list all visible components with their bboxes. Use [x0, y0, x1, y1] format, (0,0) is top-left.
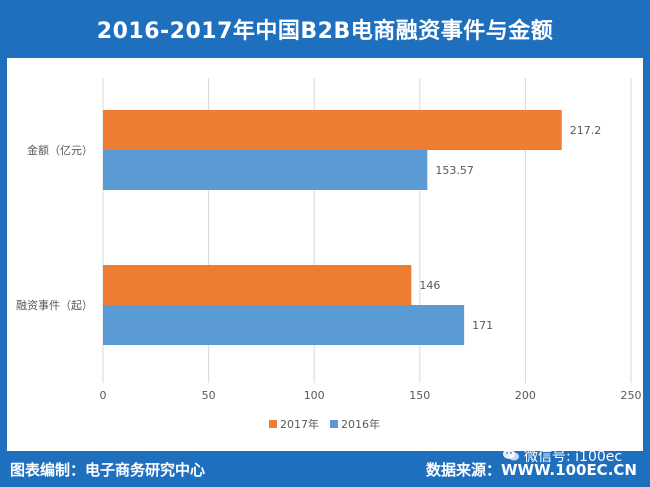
bar-data-label: 153.57 — [435, 164, 474, 177]
legend-label: 2016年 — [341, 417, 380, 431]
wechat-icon — [503, 449, 519, 461]
footer-bar: 图表编制：电子商务研究中心 数据来源：WWW.100EC.CN — [0, 451, 650, 487]
chart-title: 2016-2017年中国B2B电商融资事件与金额 — [96, 19, 554, 44]
category-label: 金额（亿元） — [27, 143, 93, 157]
chart-title-bar: 2016-2017年中国B2B电商融资事件与金额 — [0, 0, 650, 58]
legend-swatch — [269, 420, 277, 428]
bar — [103, 150, 428, 190]
legend-swatch — [330, 420, 338, 428]
plot-panel: 0 50 100 150 200 250 金额（亿元） 217.2 153.57 融资事件（起） 1… — [7, 58, 643, 451]
compiled-by-text: 图表编制：电子商务研究中心 — [10, 461, 206, 479]
data-source-label: 数据来源： — [426, 461, 502, 479]
legend-label: 2017年 — [280, 417, 319, 431]
watermark: 微信号: i100ec — [500, 444, 645, 484]
x-tick-label: 250 — [621, 389, 642, 402]
x-tick-label: 100 — [304, 389, 325, 402]
category-label: 融资事件（起） — [16, 299, 93, 312]
x-tick-label: 50 — [202, 389, 216, 402]
data-source: 数据来源：WWW.100EC.CN — [426, 459, 637, 480]
bar — [103, 110, 562, 150]
bar — [103, 305, 465, 345]
bar-chart: 0 50 100 150 200 250 金额（亿元） 217.2 153.57 融资事件（起） 1… — [16, 78, 642, 431]
x-tick-label: 0 — [100, 389, 107, 402]
bar — [103, 265, 412, 305]
data-source-url: WWW.100EC.CN — [501, 461, 637, 479]
x-tick-label: 150 — [409, 389, 430, 402]
bar-data-label: 217.2 — [570, 124, 602, 137]
x-tick-label: 200 — [515, 389, 536, 402]
watermark-text: 微信号: i100ec — [524, 449, 623, 465]
bar-data-label: 146 — [419, 279, 440, 292]
bar-data-label: 171 — [472, 319, 493, 332]
